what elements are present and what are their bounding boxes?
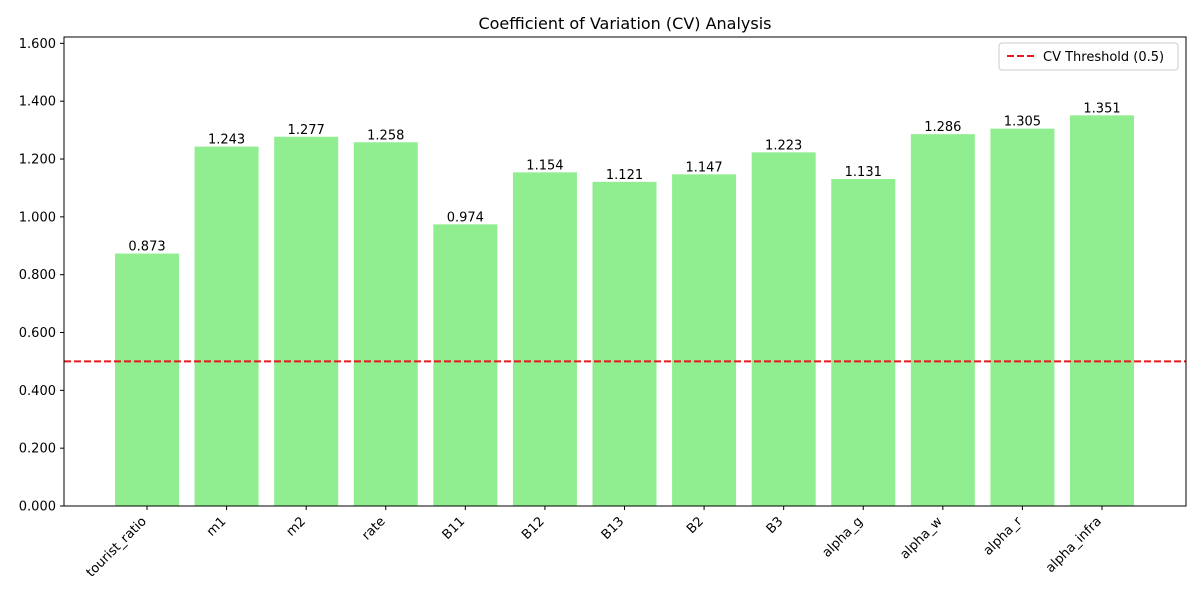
x-tick-label: rate (359, 514, 388, 543)
bar-B11 (433, 224, 498, 506)
bar-value-label: 1.223 (765, 138, 802, 153)
bar-value-label: 1.351 (1083, 101, 1120, 116)
bar-value-label: 1.131 (845, 165, 882, 180)
legend-box (998, 42, 1179, 71)
y-tick-label: 1.000 (19, 210, 56, 225)
bar-value-label: 1.243 (208, 133, 245, 148)
bar-value-label: 1.154 (526, 158, 563, 173)
bar-B2 (672, 174, 737, 506)
legend-threshold-label: CV Threshold (0.5) (1043, 50, 1164, 65)
bar-alpha_w (910, 134, 975, 507)
x-tick-label: tourist_ratio (84, 514, 150, 580)
bar-value-label: 1.277 (288, 123, 325, 138)
x-tick-label: alpha_g (820, 514, 867, 561)
x-tick-label: m2 (284, 514, 309, 539)
bar-alpha_infra (1070, 115, 1134, 506)
x-tick-label: alpha_w (897, 514, 945, 562)
bar-value-label: 0.873 (128, 240, 165, 255)
bar-B12 (512, 172, 577, 506)
bar-value-label: 1.258 (367, 128, 404, 143)
bar-m1 (194, 146, 259, 507)
bar-value-label: 1.147 (685, 160, 722, 175)
x-tick-label: B13 (599, 514, 628, 543)
x-tick-label: alpha_r (981, 514, 1026, 559)
bars-layer: 0.873 1.243 1.277 1.258 0.974 1.154 1.121 1.147… (115, 101, 1134, 507)
bar-alpha_r (990, 128, 1055, 507)
bar-value-label: 0.974 (447, 210, 484, 225)
bar-m2 (274, 136, 339, 506)
y-tick-label: 0.200 (19, 442, 56, 457)
x-tick-label: alpha_infra (1043, 514, 1105, 576)
y-tick-label: 1.400 (19, 95, 56, 110)
bar-value-label: 1.121 (606, 168, 643, 183)
x-tick-label: B3 (764, 514, 787, 537)
y-tick-label: 0.000 (19, 500, 56, 515)
y-tick-label: 0.600 (19, 326, 56, 341)
x-tick-label: B12 (519, 514, 548, 543)
bar-value-label: 1.305 (1004, 115, 1041, 130)
y-tick-label: 0.800 (19, 268, 56, 283)
y-tick-label: 0.400 (19, 384, 56, 399)
x-tick-label: B2 (684, 514, 707, 537)
x-tick-label: m1 (204, 514, 229, 539)
bar-tourist_ratio (115, 253, 179, 506)
y-tick-label: 1.600 (19, 37, 56, 52)
legend: CV Threshold (0.5) (998, 42, 1179, 71)
bar-B3 (751, 152, 816, 506)
bar-B13 (592, 181, 657, 506)
bar-value-label: 1.286 (924, 120, 961, 135)
x-tick-label: B11 (440, 514, 469, 543)
chart-title: Coefficient of Variation (CV) Analysis (478, 14, 771, 33)
y-tick-label: 1.200 (19, 153, 56, 168)
bar-rate (353, 142, 418, 506)
bar-alpha_g (831, 178, 896, 506)
